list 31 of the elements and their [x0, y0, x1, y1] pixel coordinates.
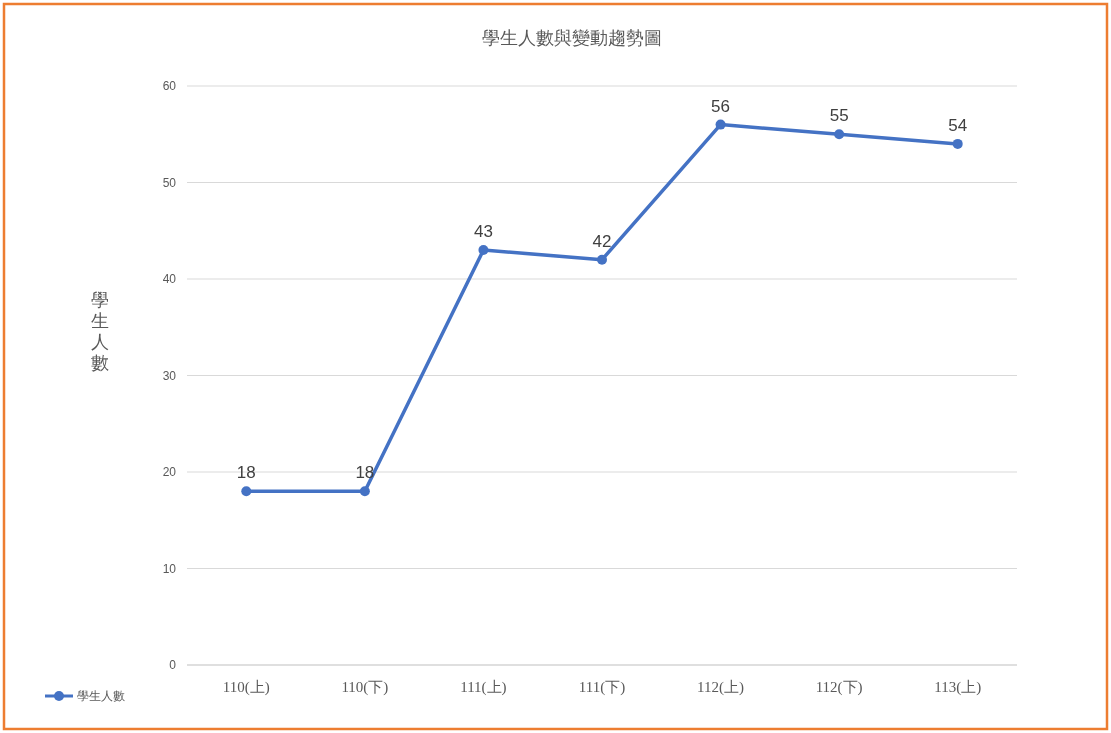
- y-tick-label: 40: [162, 272, 177, 287]
- data-label: 43: [473, 222, 493, 242]
- point: [241, 486, 252, 497]
- chart-title: 學生人數與變動趨勢圖: [482, 28, 662, 48]
- y-tick-label: 30: [162, 368, 177, 383]
- y-tick-label: 0: [169, 658, 177, 673]
- x-tick-label: 112(下): [815, 679, 863, 696]
- y-tick-label: 10: [162, 561, 177, 576]
- point: [359, 486, 370, 497]
- point: [597, 254, 607, 265]
- y-tick-label: 50: [162, 175, 177, 190]
- x-tick-label: 110(下): [341, 679, 389, 696]
- data-label: 56: [711, 96, 731, 116]
- y-axis-title: 學生人數: [91, 290, 109, 373]
- data-label: 18: [236, 463, 256, 483]
- point: [715, 119, 726, 130]
- x-tick-label: 111(上): [460, 679, 507, 696]
- x-tick-label: 110(上): [222, 679, 270, 696]
- point: [952, 138, 963, 149]
- data-label: 54: [948, 115, 968, 135]
- legend-label: 學生人數: [77, 689, 125, 704]
- data-label: 55: [829, 106, 849, 126]
- data-label: 18: [355, 463, 375, 483]
- x-tick-label: 111(下): [578, 679, 626, 696]
- y-tick-label: 60: [162, 79, 177, 94]
- point: [834, 129, 845, 140]
- x-tick-label: 113(上): [934, 679, 982, 696]
- data-label: 42: [592, 231, 612, 251]
- y-tick-label: 20: [162, 465, 177, 480]
- x-tick-label: 112(上): [697, 679, 745, 696]
- point: [478, 245, 489, 256]
